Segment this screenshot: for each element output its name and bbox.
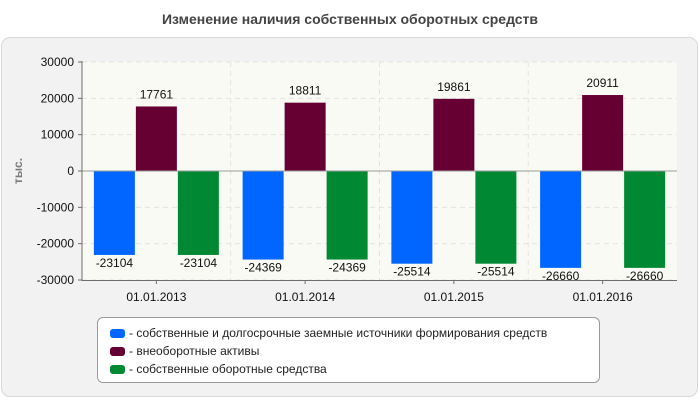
y-tick-label: 10000 [41, 128, 75, 142]
data-label: -25514 [477, 265, 515, 279]
legend-item: - собственные и долгосрочные заемные ист… [110, 324, 599, 342]
x-tick-label: 01.01.2013 [126, 290, 186, 304]
chart-title: Изменение наличия собственных оборотных … [161, 11, 539, 27]
data-label: 18811 [289, 84, 322, 98]
legend-item: - собственные оборотные средства [110, 360, 599, 378]
bar [433, 98, 475, 171]
y-tick-label: 0 [67, 164, 74, 178]
bar [177, 171, 219, 255]
data-label: -24369 [244, 261, 282, 275]
y-tick-label: 20000 [41, 91, 75, 105]
bar [326, 171, 368, 260]
y-tick-label: -20000 [37, 237, 75, 251]
data-label: -26660 [626, 269, 664, 283]
x-tick-label: 01.01.2014 [275, 290, 335, 304]
legend-item: - внеоборотные активы [110, 342, 599, 360]
x-tick-label: 01.01.2015 [424, 290, 484, 304]
bar [624, 171, 666, 268]
data-label: -23104 [180, 256, 218, 270]
legend-swatch [110, 364, 125, 374]
bar [135, 106, 177, 171]
y-tick-label: -30000 [37, 273, 75, 287]
legend-label: - собственные оборотные средства [129, 362, 327, 376]
data-label: 19861 [437, 80, 471, 94]
x-tick-label: 01.01.2016 [573, 290, 633, 304]
bar [93, 171, 135, 255]
bar [540, 171, 582, 268]
data-label: 20911 [586, 76, 619, 90]
legend-label: - собственные и долгосрочные заемные ист… [129, 326, 548, 340]
bar [582, 95, 624, 171]
bar [284, 102, 326, 171]
bar [391, 171, 433, 264]
data-label: -23104 [96, 256, 134, 270]
y-tick-label: 30000 [41, 55, 75, 69]
data-label: 17761 [140, 87, 174, 101]
data-label: -26660 [542, 269, 580, 283]
y-axis-label: тыс. [11, 158, 25, 184]
legend-label: - внеоборотные активы [129, 344, 260, 358]
legend-swatch [110, 346, 125, 356]
data-label: -25514 [393, 265, 431, 279]
legend-swatch [110, 328, 125, 338]
legend: - собственные и долгосрочные заемные ист… [97, 317, 600, 383]
bar [475, 171, 517, 264]
y-tick-label: -10000 [37, 200, 75, 214]
data-label: -24369 [328, 261, 366, 275]
bar [242, 171, 284, 260]
